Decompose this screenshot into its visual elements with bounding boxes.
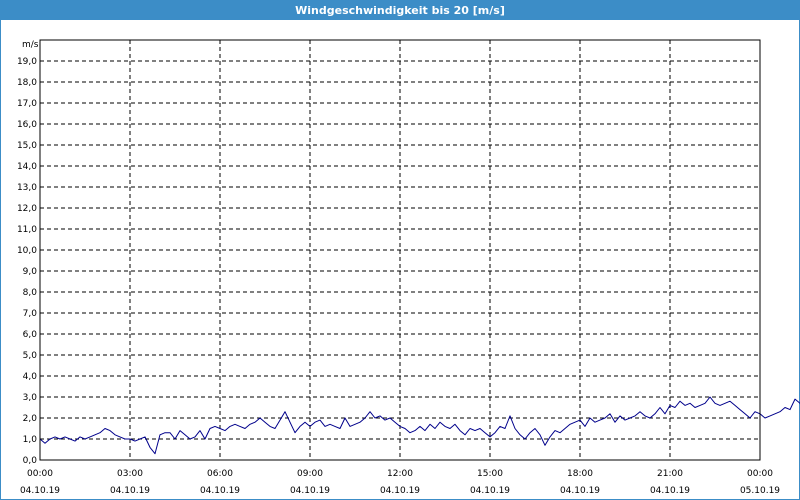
y-tick-label: 6,0 [23,330,38,340]
x-tick-time-label: 18:00 [567,469,593,479]
y-tick-label: 13,0 [17,183,37,193]
x-tick-time-label: 21:00 [657,469,683,479]
x-axis-ticks: 00:00 04.10.19 03:00 04.10.19 06:00 04.10.19 0… [20,469,780,496]
y-tick-label: 18,0 [17,78,37,88]
y-tick-label: 19,0 [17,57,37,67]
x-tick-date-label: 04.10.19 [380,486,420,496]
y-tick-label: 7,0 [23,309,38,319]
x-tick-date-label: 04.10.19 [290,486,330,496]
x-tick-date-label: 04.10.19 [470,486,510,496]
series-line-0 [39,396,800,455]
y-tick-label: 3,0 [23,393,38,403]
y-tick-label: 16,0 [17,120,37,130]
y-tick-label: 15,0 [17,141,37,151]
x-tick-date-label: 04.10.19 [20,486,60,496]
y-tick-label: 17,0 [17,99,37,109]
series-group [39,396,800,455]
y-tick-label: 11,0 [17,225,37,235]
y-tick-label: 14,0 [17,162,37,172]
y-tick-label: 12,0 [17,204,37,214]
x-tick-time-label: 00:00 [747,469,773,479]
y-tick-label: 5,0 [23,351,38,361]
y-tick-label: 4,0 [23,372,38,382]
y-axis-unit-label: m/s [22,40,39,50]
y-tick-label: 1,0 [23,435,38,445]
y-axis-ticks: 0,0 1,0 2,0 3,0 4,0 5,0 6,0 7,0 8,0 9,0 10,0 11,0 12… [17,57,37,466]
x-tick-date-label: 04.10.19 [650,486,690,496]
x-tick-date-label: 04.10.19 [110,486,150,496]
y-tick-label: 2,0 [23,414,38,424]
plot-frame [39,39,761,461]
x-tick-date-label: 05.10.19 [740,486,780,496]
y-tick-label: 10,0 [17,246,37,256]
window-title: Windgeschwindigkeit bis 20 [m/s] [1,1,799,20]
x-tick-date-label: 04.10.19 [200,486,240,496]
y-tick-label: 0,0 [23,456,38,466]
x-tick-time-label: 12:00 [387,469,413,479]
y-tick-label: 8,0 [23,288,38,298]
y-tick-label: 9,0 [23,267,38,277]
x-tick-time-label: 03:00 [117,469,143,479]
x-tick-time-label: 09:00 [297,469,323,479]
x-tick-time-label: 15:00 [477,469,503,479]
x-tick-time-label: 06:00 [207,469,233,479]
x-tick-date-label: 04.10.19 [560,486,600,496]
chart-grid [40,40,760,460]
x-tick-time-label: 00:00 [27,469,53,479]
